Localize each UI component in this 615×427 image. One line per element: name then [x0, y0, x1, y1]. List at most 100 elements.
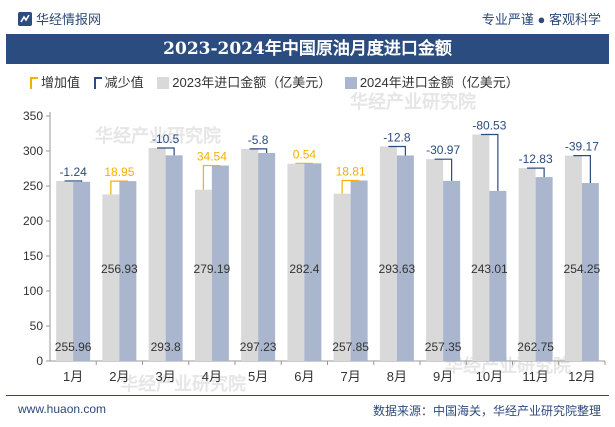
footer-source: 数据来源：中国海关，华经产业研究院整理	[372, 404, 601, 418]
y-tick-label: 300	[23, 144, 43, 158]
change-bracket-decrease	[388, 145, 406, 156]
legend-item-increase[interactable]: 增加值	[30, 72, 80, 91]
change-label: -39.17	[565, 140, 599, 154]
y-tick-label: 50	[30, 319, 44, 333]
x-tick-label: 9月	[433, 369, 453, 384]
brand-logo-icon	[18, 12, 32, 26]
legend-increase-label: 增加值	[41, 75, 81, 90]
y-tick-label: 250	[23, 179, 43, 193]
top-bar: 华经情报网 专业严谨 ● 客观科学	[0, 0, 615, 34]
change-label: -30.97	[426, 143, 460, 157]
legend-decrease-swatch	[93, 77, 102, 89]
bar-2024	[443, 180, 461, 361]
bar-2024	[258, 152, 276, 361]
tagline: 专业严谨 ● 客观科学	[481, 12, 601, 27]
change-bracket-decrease	[434, 158, 453, 181]
change-label: -5.8	[248, 133, 269, 147]
watermark-text: 华经产业研究院	[95, 125, 221, 146]
bar-2024	[304, 163, 322, 361]
change-bracket-decrease	[480, 133, 499, 191]
y-tick-label: 100	[23, 284, 43, 298]
bar-2024	[350, 180, 368, 361]
bar-2024	[119, 181, 137, 361]
bar-2023	[564, 155, 582, 361]
change-label: -1.24	[59, 165, 87, 179]
x-tick-label: 6月	[294, 369, 314, 384]
brand-name: 华经情报网	[36, 12, 102, 27]
bar-2023	[148, 147, 166, 361]
legend-2023-swatch	[157, 77, 170, 89]
value-label-2024: 256.93	[101, 262, 138, 276]
bar-2023	[518, 168, 536, 361]
change-label: -12.83	[519, 152, 553, 166]
change-label: -10.5	[152, 132, 180, 146]
change-bracket-decrease	[573, 155, 591, 184]
value-label-2024: 293.8	[151, 340, 181, 354]
value-label-2024: 257.35	[425, 340, 462, 354]
value-label-2024: 262.75	[517, 340, 554, 354]
bar-2024	[73, 181, 91, 361]
x-tick-label: 2月	[109, 369, 129, 384]
x-tick-label: 10月	[476, 369, 503, 384]
change-bracket-decrease	[527, 167, 545, 178]
title-band: 2023-2024年中国原油月度进口金额	[6, 34, 609, 64]
watermark-text: 华经产业研究院	[120, 373, 246, 394]
bar-2023	[333, 193, 351, 361]
chart-title: 2023-2024年中国原油月度进口金额	[163, 39, 452, 59]
x-tick-label: 3月	[156, 369, 176, 384]
value-label-2024: 279.19	[194, 262, 231, 276]
legend-2024-swatch	[344, 77, 357, 89]
footer-website[interactable]: www.huaon.com	[18, 402, 107, 416]
y-tick-label: 0	[36, 354, 43, 368]
change-bracket-decrease	[157, 147, 175, 156]
brand[interactable]: 华经情报网	[18, 9, 101, 28]
value-label-2024: 293.63	[379, 262, 416, 276]
bar-2024	[165, 155, 183, 361]
legend-decrease-label: 减少值	[104, 75, 144, 90]
watermark-text: 华经产业研究院	[350, 91, 476, 112]
bar-2024	[396, 155, 414, 361]
legend-2024-label: 2024年进口金额（亿美元）	[359, 75, 519, 90]
change-bracket-decrease	[64, 180, 83, 182]
value-label-2024: 255.96	[55, 340, 92, 354]
change-label: 0.54	[293, 147, 317, 161]
legend-increase-swatch	[30, 77, 38, 89]
bar-2024	[489, 190, 507, 361]
watermark-text: 华经产业研究院	[445, 355, 571, 376]
change-label: 18.81	[336, 165, 366, 179]
bar-2024	[535, 177, 553, 361]
x-tick-label: 4月	[202, 369, 222, 384]
x-tick-label: 11月	[522, 369, 549, 384]
bar-2023	[426, 159, 444, 361]
x-tick-label: 1月	[63, 369, 83, 384]
legend-item-decrease[interactable]: 减少值	[93, 72, 144, 91]
change-label: -80.53	[472, 119, 506, 133]
bar-2023	[56, 180, 74, 361]
change-bracket-increase	[202, 164, 221, 190]
bar-2023	[241, 148, 259, 361]
bar-2023	[472, 134, 490, 361]
value-label-2024: 243.01	[471, 262, 508, 276]
change-label: 18.95	[104, 165, 134, 179]
y-tick-label: 200	[23, 214, 43, 228]
bar-2023	[287, 163, 305, 361]
value-label-2024: 257.85	[332, 340, 369, 354]
change-bracket-increase	[110, 180, 128, 195]
legend-item-2024[interactable]: 2024年进口金额（亿美元）	[344, 72, 519, 91]
legend-item-2023[interactable]: 2023年进口金额（亿美元）	[157, 72, 331, 91]
change-bracket-decrease	[249, 148, 268, 153]
x-tick-label: 12月	[568, 369, 595, 384]
chart-legend: 增加值 减少值 2023年进口金额（亿美元） 2024年进口金额（亿美元）	[30, 72, 610, 94]
x-tick-label: 7月	[341, 369, 361, 384]
footer-divider	[6, 395, 609, 396]
value-label-2024: 282.4	[289, 262, 319, 276]
x-tick-label: 5月	[248, 369, 268, 384]
legend-2023-label: 2023年进口金额（亿美元）	[172, 75, 332, 90]
bar-2024	[581, 183, 599, 361]
change-bracket-increase	[341, 179, 360, 194]
change-label: 34.54	[197, 150, 227, 164]
bar-2024	[211, 165, 229, 361]
x-tick-label: 8月	[387, 369, 407, 384]
bar-2023	[102, 194, 120, 361]
